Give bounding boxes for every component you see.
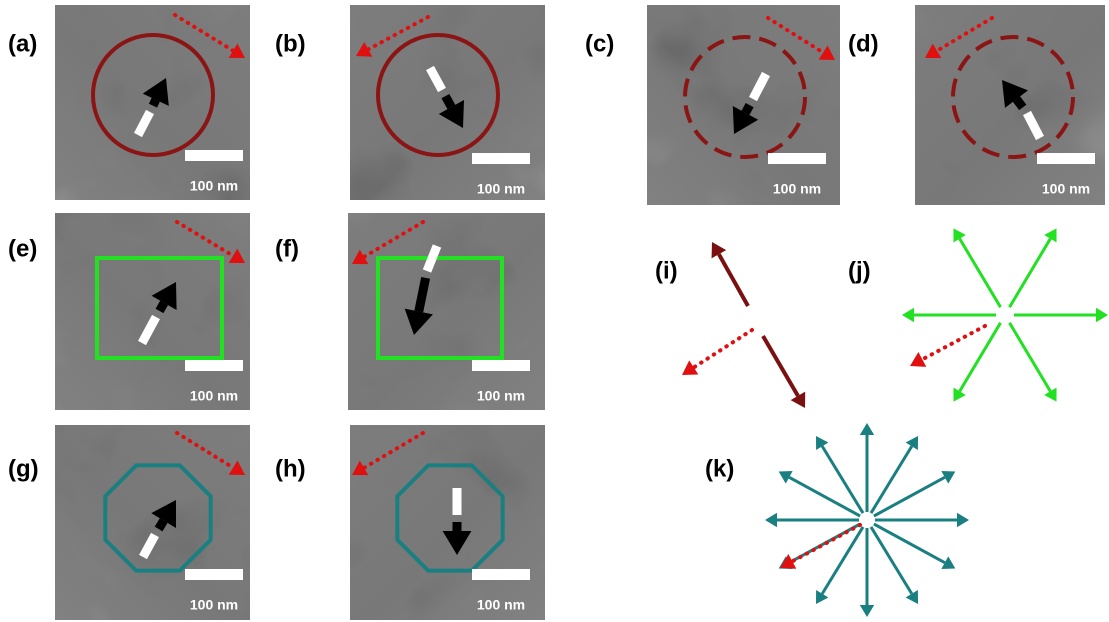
- scale-bar: [185, 150, 243, 161]
- arrow-shaft: [159, 303, 164, 311]
- scale-bar: [768, 153, 826, 164]
- arrow-shaft: [159, 521, 164, 529]
- panel-label: (c): [585, 30, 614, 57]
- texture-noise: [647, 5, 840, 205]
- texture: [350, 425, 545, 620]
- arrow-shaft: [922, 326, 985, 359]
- scale-bar: [185, 569, 243, 580]
- panel-label: (e): [8, 235, 37, 262]
- arrow-shaft: [960, 323, 1001, 392]
- scale-bar: [1037, 153, 1095, 164]
- scale-label: 100 nm: [190, 597, 238, 613]
- texture: [647, 5, 840, 205]
- scale-label: 100 nm: [190, 388, 238, 404]
- arrow-head: [860, 605, 874, 617]
- panel-label: (f): [275, 235, 299, 262]
- scale-label: 100 nm: [477, 388, 525, 404]
- arrow-shaft: [1010, 323, 1051, 392]
- arrow-head: [957, 513, 969, 527]
- arrow-head: [860, 423, 874, 435]
- arrow-shaft: [822, 527, 863, 594]
- arrow-shaft: [445, 96, 451, 107]
- arrow-shaft: [694, 330, 752, 367]
- panel-label: (d): [848, 30, 879, 57]
- scale-bar: [472, 360, 530, 371]
- scale-label: 100 nm: [773, 181, 821, 197]
- panel-label: (a): [8, 30, 37, 57]
- arrow-shaft: [1010, 239, 1051, 308]
- panel-label: (j): [848, 257, 871, 284]
- scale-bar: [185, 360, 243, 371]
- arrow-shaft: [1016, 99, 1022, 107]
- arrow-shaft: [789, 477, 860, 516]
- arrow-head: [1096, 308, 1108, 322]
- arrow-shaft: [871, 527, 912, 594]
- arrow-shaft: [874, 477, 945, 516]
- arrow-shaft: [719, 254, 748, 306]
- texture-noise: [350, 425, 545, 620]
- scale-bar: [472, 153, 530, 164]
- panel-label: (g): [8, 455, 39, 482]
- scale-label: 100 nm: [190, 178, 238, 194]
- arrow-shaft: [745, 105, 749, 113]
- arrow-shaft: [153, 100, 156, 106]
- arrow-head: [902, 308, 914, 322]
- scale-bar: [472, 569, 530, 580]
- figure: (a) 100 nm (b) 100 nm (c) 100 nm (d) 100 nm (e) 1…: [0, 0, 1109, 622]
- texture: [915, 5, 1105, 205]
- panel-label: (h): [275, 455, 306, 482]
- arrow-shaft: [874, 524, 945, 563]
- panel-label: (b): [275, 30, 306, 57]
- panel-label: (i): [655, 257, 678, 284]
- texture-noise: [915, 5, 1105, 205]
- arrow-shaft: [960, 239, 1001, 308]
- arrow-head: [765, 513, 777, 527]
- texture-noise: [55, 425, 250, 620]
- arrow-shaft: [763, 336, 798, 396]
- scale-label: 100 nm: [477, 181, 525, 197]
- scale-label: 100 nm: [477, 597, 525, 613]
- arrow-shaft: [822, 446, 863, 513]
- panel-label: (k): [705, 455, 734, 482]
- scale-label: 100 nm: [1042, 181, 1090, 197]
- texture: [55, 425, 250, 620]
- arrow-shaft: [871, 446, 912, 513]
